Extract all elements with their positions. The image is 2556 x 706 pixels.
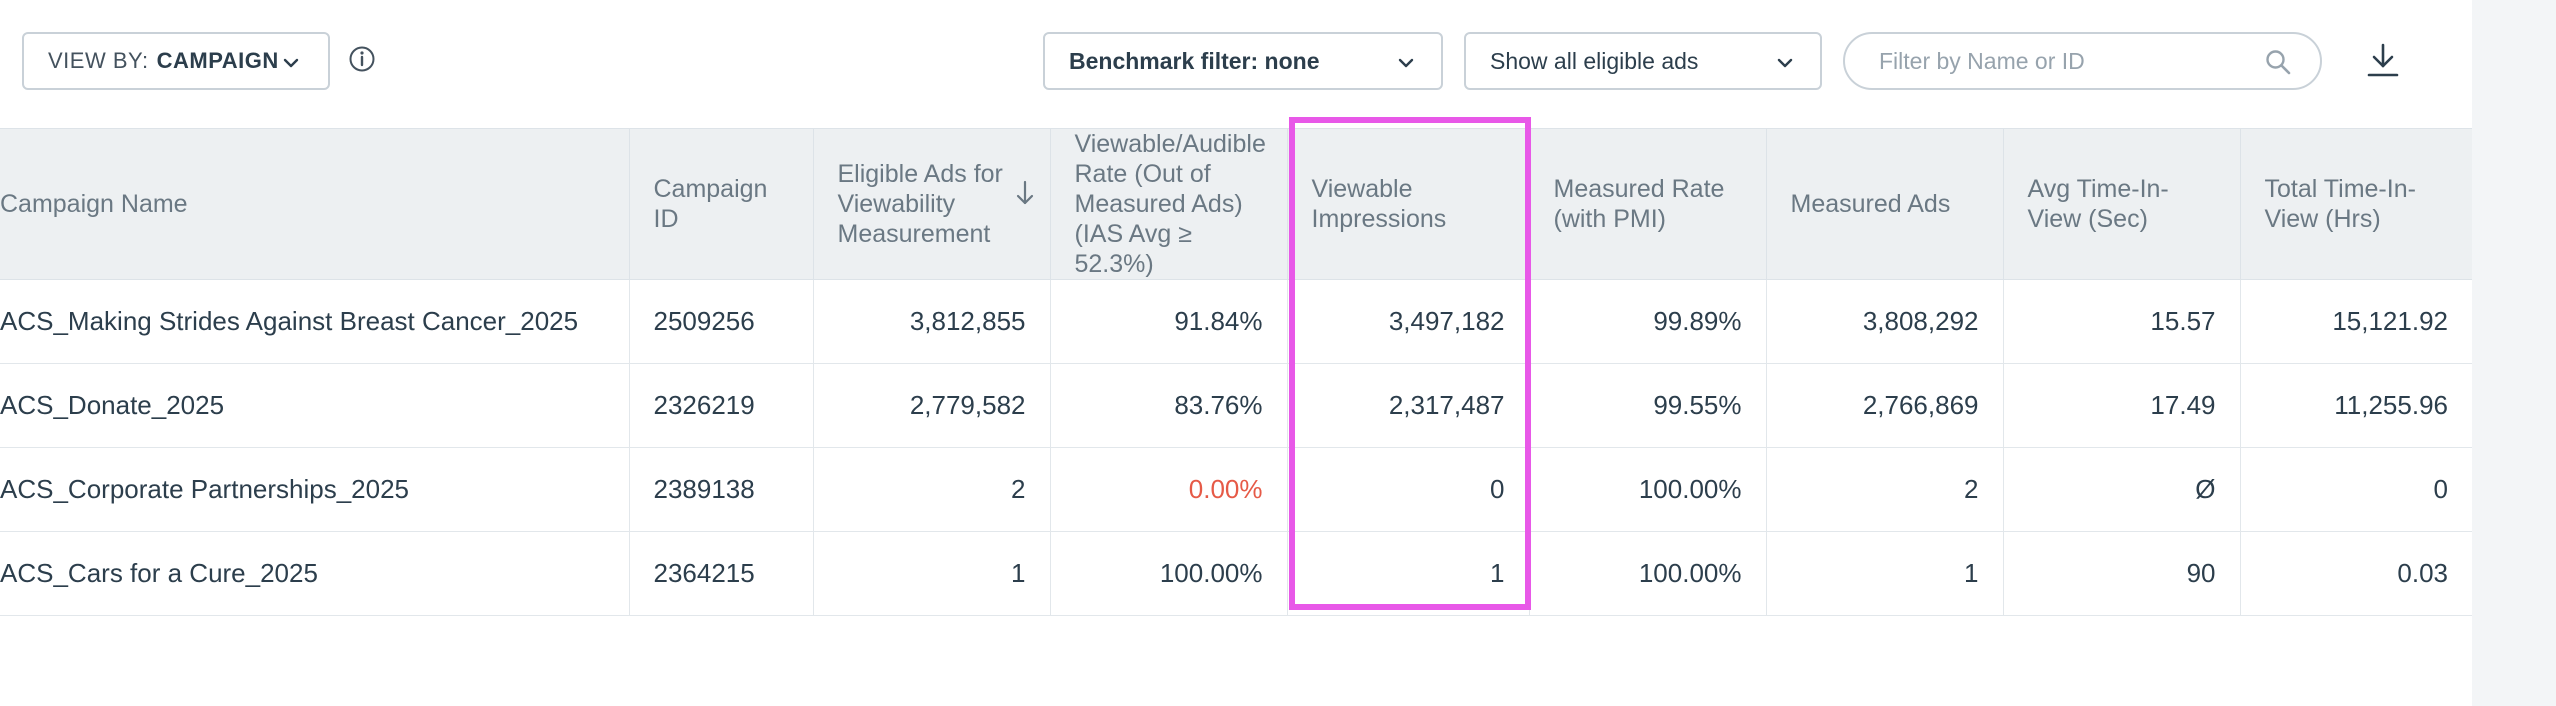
cell-measured-rate: 99.55% — [1528, 363, 1766, 448]
view-by-value: CAMPAIGN — [156, 48, 279, 73]
cell-total-time-in-view: 11,255.96 — [2239, 363, 2472, 448]
table-row[interactable]: ACS_Corporate Partnerships_2025 2389138 … — [0, 447, 2472, 532]
cell-total-time-in-view: 0 — [2239, 447, 2472, 532]
cell-eligible-ads: 2 — [812, 447, 1050, 532]
ads-filter-dropdown[interactable]: Show all eligible ads — [1464, 32, 1822, 90]
view-by-dropdown[interactable]: VIEW BY: CAMPAIGN — [22, 32, 330, 90]
column-header-viewable-impressions[interactable]: Viewable Impressions — [1286, 128, 1529, 280]
cell-total-time-in-view: 15,121.92 — [2239, 279, 2472, 364]
cell-avg-time-in-view: 90 — [2002, 531, 2240, 616]
cell-viewable-rate: 0.00% — [1049, 447, 1287, 532]
cell-campaign-id: 2389138 — [628, 447, 813, 532]
cell-viewable-rate: 83.76% — [1049, 363, 1287, 448]
cell-measured-ads: 3,808,292 — [1765, 279, 2003, 364]
chevron-down-icon — [1398, 58, 1414, 68]
column-header-avg-time-in-view[interactable]: Avg Time-In-View (Sec) — [2002, 128, 2240, 280]
cell-viewable-impressions: 3,497,182 — [1286, 279, 1529, 364]
cell-total-time-in-view: 0.03 — [2239, 531, 2472, 616]
cell-viewable-impressions: 1 — [1286, 531, 1529, 616]
cell-measured-ads: 2,766,869 — [1765, 363, 2003, 448]
cell-avg-time-in-view: 17.49 — [2002, 363, 2240, 448]
cell-eligible-ads: 1 — [812, 531, 1050, 616]
right-gutter — [2472, 0, 2556, 706]
info-icon[interactable] — [348, 45, 376, 73]
table-row[interactable]: ACS_Making Strides Against Breast Cancer… — [0, 279, 2472, 364]
ads-filter-label: Show all eligible ads — [1490, 47, 1699, 74]
cell-eligible-ads: 3,812,855 — [812, 279, 1050, 364]
cell-viewable-rate: 91.84% — [1049, 279, 1287, 364]
cell-viewable-impressions: 0 — [1286, 447, 1529, 532]
search-box[interactable] — [1843, 32, 2322, 90]
cell-campaign-name: ACS_Donate_2025 — [0, 363, 629, 448]
column-header-total-time-in-view[interactable]: Total Time-In-View (Hrs) — [2239, 128, 2472, 280]
cell-campaign-id: 2364215 — [628, 531, 813, 616]
benchmark-filter-dropdown[interactable]: Benchmark filter: none — [1043, 32, 1443, 90]
table-header-row: Campaign Name Campaign ID Eligible Ads f… — [0, 128, 2472, 280]
toolbar: VIEW BY: CAMPAIGN Benchmark filter: none… — [0, 0, 2472, 128]
table-row[interactable]: ACS_Donate_2025 2326219 2,779,582 83.76%… — [0, 363, 2472, 448]
column-header-label: Eligible Ads for Viewability Measurement — [837, 160, 1003, 248]
column-header-measured-ads[interactable]: Measured Ads — [1765, 128, 2003, 280]
column-header-campaign-name[interactable]: Campaign Name — [0, 128, 629, 280]
cell-eligible-ads: 2,779,582 — [812, 363, 1050, 448]
column-header-campaign-id[interactable]: Campaign ID — [628, 128, 813, 280]
chevron-down-icon — [1777, 58, 1793, 68]
cell-measured-rate: 100.00% — [1528, 447, 1766, 532]
cell-viewable-impressions: 2,317,487 — [1286, 363, 1529, 448]
column-header-measured-rate[interactable]: Measured Rate (with PMI) — [1528, 128, 1766, 280]
cell-viewable-rate: 100.00% — [1049, 531, 1287, 616]
cell-avg-time-in-view: Ø — [2002, 447, 2240, 532]
search-input[interactable] — [1877, 46, 2261, 76]
cell-measured-rate: 99.89% — [1528, 279, 1766, 364]
cell-campaign-name: ACS_Cars for a Cure_2025 — [0, 531, 629, 616]
sort-down-arrow-icon[interactable] — [1014, 179, 1036, 207]
cell-campaign-name: ACS_Making Strides Against Breast Cancer… — [0, 279, 629, 364]
column-header-eligible-ads[interactable]: Eligible Ads for Viewability Measurement — [812, 128, 1050, 280]
chevron-down-icon — [283, 58, 299, 68]
campaign-table: Campaign Name Campaign ID Eligible Ads f… — [0, 128, 2472, 616]
table-row[interactable]: ACS_Cars for a Cure_2025 2364215 1 100.0… — [0, 531, 2472, 616]
cell-measured-ads: 2 — [1765, 447, 2003, 532]
cell-campaign-id: 2326219 — [628, 363, 813, 448]
column-header-viewable-rate[interactable]: Viewable/Audible Rate (Out of Measured A… — [1049, 128, 1287, 280]
cell-avg-time-in-view: 15.57 — [2002, 279, 2240, 364]
cell-measured-rate: 100.00% — [1528, 531, 1766, 616]
benchmark-filter-label: Benchmark filter: none — [1069, 47, 1320, 74]
view-by-label: VIEW BY: — [48, 48, 149, 73]
download-icon[interactable] — [2366, 42, 2400, 78]
search-icon[interactable] — [2264, 48, 2292, 76]
cell-measured-ads: 1 — [1765, 531, 2003, 616]
cell-campaign-name: ACS_Corporate Partnerships_2025 — [0, 447, 629, 532]
cell-campaign-id: 2509256 — [628, 279, 813, 364]
